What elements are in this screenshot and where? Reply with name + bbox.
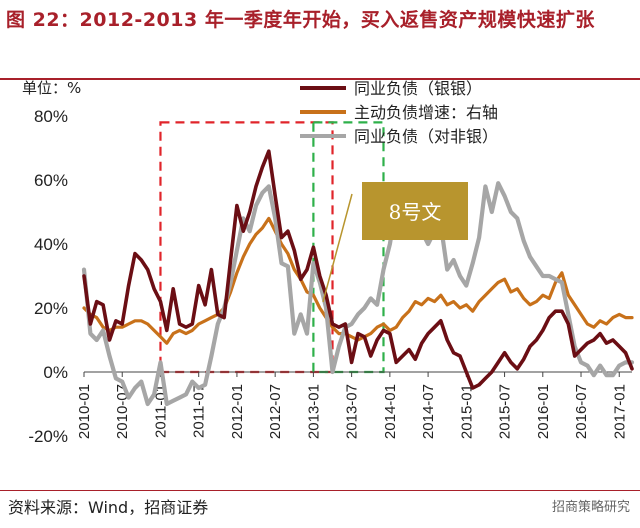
x-tick-label: 2014-01 — [382, 384, 399, 439]
x-tick-label: 2012-01 — [229, 384, 246, 439]
y-tick-label: 20% — [34, 299, 68, 318]
y-tick-label: -20% — [28, 427, 68, 446]
x-tick-label: 2010-01 — [76, 384, 93, 439]
legend-label: 主动负债增速：右轴 — [354, 103, 498, 122]
callout-pointer — [322, 193, 353, 303]
x-tick-label: 2017-01 — [611, 384, 628, 439]
x-tick-label: 2015-01 — [458, 384, 475, 439]
x-tick-label: 2013-07 — [344, 384, 361, 439]
y-tick-label: 40% — [34, 235, 68, 254]
x-tick-label: 2016-01 — [535, 384, 552, 439]
axes: 单位：%-20%0%20%40%60%80%2010-01 2010-07 2011… — [22, 80, 632, 446]
source-divider — [0, 490, 640, 491]
series-line — [81, 181, 635, 407]
x-tick-label: 2013-01 — [305, 384, 322, 439]
unit-label: 单位：% — [22, 80, 81, 97]
series-line — [82, 149, 634, 390]
callout-box — [362, 182, 468, 240]
title-divider — [0, 78, 640, 80]
watermark: 招商策略研究 — [551, 500, 630, 515]
legend-label: 同业负债（对非银） — [354, 127, 498, 146]
x-tick-label: 2011-07 — [191, 384, 208, 438]
x-tick-label: 2012-07 — [267, 384, 284, 439]
legend-label: 同业负债（银银） — [354, 80, 482, 98]
series-lines — [81, 149, 635, 407]
chart-canvas: 单位：%-20%0%20%40%60%80%2010-01 2010-07 2011… — [22, 80, 635, 446]
y-tick-label: 80% — [34, 107, 68, 126]
annotation-callout: 8号文 — [322, 182, 468, 303]
chart-title: 图 22：2012-2013 年一季度年开始，买入返售资产规模快速扩张 — [6, 9, 595, 31]
y-tick-label: 60% — [34, 171, 68, 190]
source-note: 资料来源：Wind，招商证券 — [8, 498, 209, 517]
x-tick-label: 2015-07 — [497, 384, 514, 439]
callout-text: 8号文 — [389, 200, 442, 224]
y-tick-label: 0% — [43, 363, 68, 382]
x-tick-label: 2016-07 — [573, 384, 590, 439]
x-tick-label: 2014-07 — [420, 384, 437, 439]
